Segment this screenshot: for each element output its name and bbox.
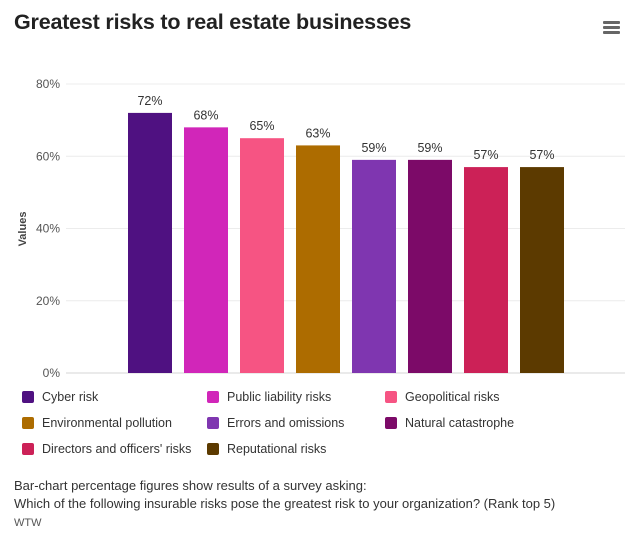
data-label: 57% [473, 148, 498, 162]
legend-item[interactable]: Environmental pollution [22, 416, 172, 430]
legend-label: Directors and officers' risks [42, 442, 192, 456]
data-label: 68% [193, 108, 218, 122]
legend-swatch [22, 443, 34, 455]
y-tick-label: 80% [36, 77, 60, 91]
chart-title: Greatest risks to real estate businesses [14, 10, 412, 34]
bars [128, 112, 564, 374]
bar-chart: 0% 20% 40% 60% 80% Values 72% 68% 65% 63% 59% 59%… [17, 77, 625, 380]
hamburger-menu-icon[interactable] [603, 21, 620, 35]
bar[interactable] [520, 167, 564, 373]
bar[interactable] [408, 159, 452, 373]
legend-label: Environmental pollution [42, 416, 172, 430]
legend-swatch [385, 391, 397, 403]
menu-line [603, 31, 620, 34]
caption-line-1: Bar-chart percentage figures show result… [14, 478, 367, 493]
legend-swatch [207, 443, 219, 455]
y-tick-label: 60% [36, 149, 60, 163]
legend-item[interactable]: Geopolitical risks [385, 390, 499, 404]
source-credit: WTW [14, 517, 42, 529]
legend-item[interactable]: Reputational risks [207, 442, 326, 456]
data-label: 59% [361, 141, 386, 155]
data-labels: 72% 68% 65% 63% 59% 59% 57% 57% [137, 94, 554, 162]
legend-label: Reputational risks [227, 442, 327, 456]
data-label: 57% [529, 148, 554, 162]
data-label: 59% [417, 141, 442, 155]
bar[interactable] [184, 127, 228, 373]
legend-swatch [22, 391, 34, 403]
legend-label: Errors and omissions [227, 416, 345, 430]
bar[interactable] [352, 159, 396, 373]
bar[interactable] [296, 145, 340, 373]
legend-swatch [207, 417, 219, 429]
menu-line [603, 21, 620, 24]
y-tick-label: 20% [36, 294, 60, 308]
data-label: 72% [137, 94, 162, 108]
menu-line [603, 26, 620, 29]
legend-item[interactable]: Natural catastrophe [385, 416, 514, 430]
legend-label: Geopolitical risks [405, 390, 500, 404]
caption-line-2: Which of the following insurable risks p… [14, 496, 556, 511]
y-tick-label: 0% [43, 366, 61, 380]
legend-item[interactable]: Public liability risks [207, 390, 331, 404]
legend-item[interactable]: Errors and omissions [207, 416, 344, 430]
data-label: 65% [249, 119, 274, 133]
y-axis-label: Values [17, 212, 29, 247]
data-label: 63% [305, 126, 330, 140]
bar[interactable] [128, 112, 172, 374]
legend-item[interactable]: Cyber risk [22, 390, 98, 404]
y-tick-label: 40% [36, 222, 60, 236]
bar[interactable] [240, 138, 284, 373]
legend-swatch [22, 417, 34, 429]
legend-swatch [207, 391, 219, 403]
legend-label: Cyber risk [42, 390, 99, 404]
legend-label: Natural catastrophe [405, 416, 515, 430]
caption: Bar-chart percentage figures show result… [14, 477, 555, 513]
bar[interactable] [464, 167, 508, 373]
y-axis-ticks: 0% 20% 40% 60% 80% [36, 77, 60, 380]
legend-item[interactable]: Directors and officers' risks [22, 442, 191, 456]
legend-swatch [385, 417, 397, 429]
legend-label: Public liability risks [227, 390, 332, 404]
